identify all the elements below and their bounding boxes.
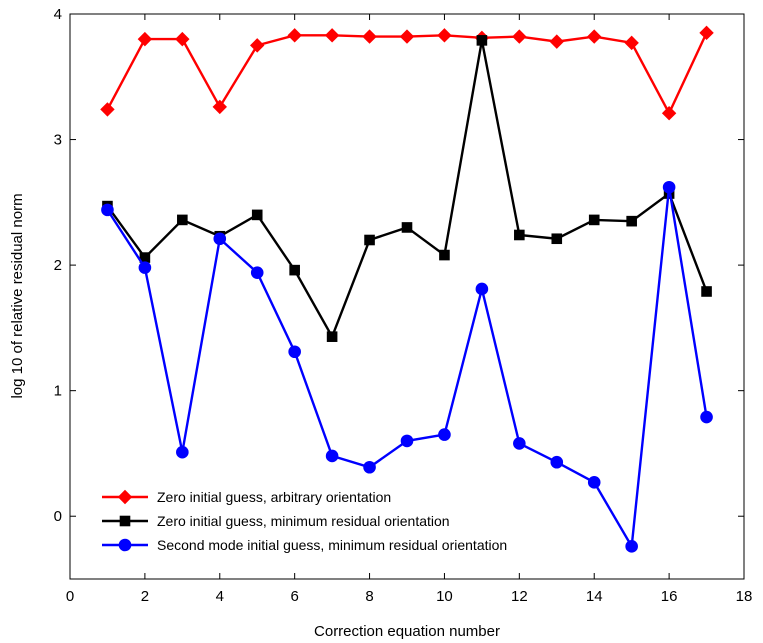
y-tick-label: 2	[54, 257, 62, 274]
data-point	[401, 222, 413, 233]
data-point	[438, 428, 451, 441]
legend-entry: Zero initial guess, minimum residual ori…	[102, 513, 450, 529]
data-point	[624, 35, 639, 51]
data-point	[400, 434, 414, 448]
data-point	[324, 28, 340, 43]
data-point	[439, 249, 450, 261]
data-point	[514, 229, 525, 241]
legend-entry: Second mode initial guess, minimum resid…	[102, 537, 507, 553]
x-tick-label: 12	[511, 588, 528, 605]
data-point	[100, 102, 115, 117]
data-point	[326, 331, 338, 342]
data-point	[362, 29, 377, 44]
data-point	[250, 266, 264, 279]
data-point	[212, 99, 227, 115]
data-point	[661, 105, 677, 121]
data-point	[176, 445, 189, 459]
data-point	[101, 203, 114, 217]
data-point	[250, 38, 265, 53]
data-point	[364, 234, 375, 246]
data-point	[325, 449, 339, 463]
legend: Zero initial guess, arbitrary orientatio…	[102, 489, 507, 553]
y-tick-label: 3	[54, 132, 62, 149]
data-point	[251, 209, 263, 221]
x-tick-label: 16	[661, 588, 678, 605]
data-point	[289, 264, 300, 276]
data-point	[699, 25, 714, 41]
y-axis-label: log 10 of relative residual norm	[9, 193, 26, 398]
data-point	[626, 215, 637, 227]
x-tick-label: 8	[365, 588, 373, 605]
data-point	[551, 233, 563, 245]
data-point	[587, 476, 601, 489]
legend-entry: Zero initial guess, arbitrary orientatio…	[102, 489, 391, 505]
x-tick-label: 2	[141, 588, 149, 605]
series-3	[101, 180, 713, 553]
data-point	[213, 232, 227, 246]
x-tick-label: 6	[290, 588, 298, 605]
data-point	[550, 455, 564, 469]
x-tick-label: 10	[436, 588, 453, 605]
data-point	[137, 31, 153, 47]
legend-label: Second mode initial guess, minimum resid…	[157, 537, 507, 553]
data-point	[588, 214, 600, 226]
data-point	[662, 180, 676, 194]
data-point	[288, 345, 301, 359]
x-tick-label: 0	[66, 588, 74, 605]
data-point	[475, 282, 489, 296]
data-point	[625, 540, 638, 553]
data-point	[513, 437, 526, 450]
x-tick-label: 4	[216, 588, 224, 605]
data-point	[175, 31, 190, 47]
y-tick-label: 1	[54, 383, 62, 400]
legend-marker	[117, 489, 133, 505]
data-point	[549, 34, 564, 49]
legend-label: Zero initial guess, minimum residual ori…	[157, 513, 450, 529]
x-axis-label: Correction equation number	[314, 623, 500, 640]
data-point	[138, 261, 152, 274]
x-tick-label: 14	[586, 588, 603, 605]
x-tick-label: 18	[736, 588, 753, 605]
data-point	[287, 28, 302, 43]
y-tick-label: 0	[54, 508, 62, 525]
data-point	[700, 410, 713, 424]
legend-label: Zero initial guess, arbitrary orientatio…	[157, 489, 391, 505]
series-layer	[100, 25, 714, 553]
data-point	[512, 29, 527, 44]
plot-area-frame	[69, 13, 745, 580]
data-point	[363, 460, 376, 474]
data-point	[437, 28, 452, 43]
data-point	[587, 29, 602, 44]
legend-marker	[119, 515, 131, 527]
data-point	[177, 214, 188, 226]
data-point	[476, 35, 488, 46]
data-point	[701, 286, 712, 297]
y-tick-label: 4	[54, 6, 62, 23]
legend-marker	[118, 538, 132, 552]
data-point	[399, 29, 415, 44]
